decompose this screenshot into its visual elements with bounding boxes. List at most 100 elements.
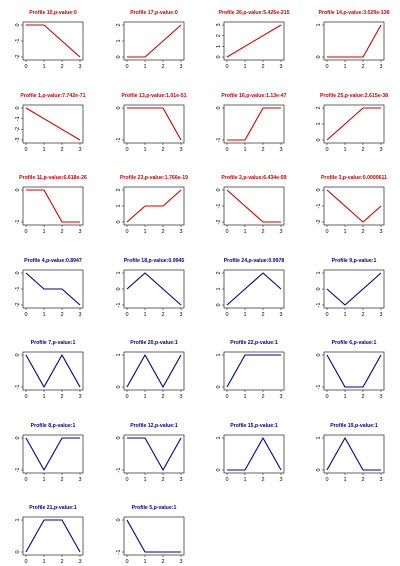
x-tick-label: 1	[343, 64, 346, 70]
panel-title: Profile 25,p-value:2.615e-38	[320, 93, 388, 99]
panel-title: Profile 15,p-value:1	[230, 423, 278, 429]
profile-line	[226, 272, 282, 306]
x-tick-label: 1	[143, 559, 146, 565]
y-tick-label: -1	[316, 303, 322, 308]
y-tick-label: 1	[116, 353, 122, 356]
profile-panel: Profile 26,p-value:5.426e-215 0 1 2 3 0 1 2 3	[216, 10, 290, 70]
panel-title: Profile 1,p-value:7.742e-71	[20, 93, 85, 99]
y-tick-label: 0	[116, 106, 122, 109]
x-tick-label: 2	[161, 64, 164, 70]
x-tick-label: 0	[225, 229, 228, 235]
x-tick-label: 2	[361, 312, 364, 318]
x-tick-label: 1	[243, 312, 246, 318]
y-tick-label: 0	[116, 55, 122, 58]
x-tick-label: 2	[361, 64, 364, 70]
x-tick-label: 1	[42, 64, 45, 70]
panel-title: Profile 19,p-value:1	[330, 423, 378, 429]
panel-title: Profile 8,p-value:1	[31, 423, 76, 429]
y-tick-label: 2	[216, 271, 222, 274]
y-tick-label: 0	[316, 468, 322, 471]
y-tick-label: 0	[116, 287, 122, 290]
x-tick-label: 2	[361, 147, 364, 153]
plot-frame	[223, 434, 285, 474]
x-tick-label: 0	[125, 229, 128, 235]
x-tick-label: 0	[225, 312, 228, 318]
plot-frame	[22, 516, 84, 556]
panel-title: Profile 6,p-value:1	[332, 340, 377, 346]
plot-frame	[323, 269, 385, 309]
x-tick-label: 3	[78, 394, 81, 400]
panel-title: Profile 14,p-value:3.029e-136	[319, 10, 390, 16]
y-tick-label: 1	[116, 204, 122, 207]
panel-title: Profile 18,p-value:0.9945	[124, 258, 185, 264]
y-tick-label: -1	[116, 550, 122, 555]
y-tick-label: 1	[316, 122, 322, 125]
profile-line	[127, 24, 182, 58]
plot-frame	[123, 269, 185, 309]
x-tick-label: 3	[78, 559, 81, 565]
profile-panel: Profile 23,p-value:1.766e-19 0 1 2 3 0 1 2	[116, 175, 188, 235]
y-tick-label: 0	[116, 220, 122, 223]
profile-panel: Profile 25,p-value:2.615e-38 0 1 2 3 0 1 2	[316, 93, 388, 153]
y-tick-label: 2	[116, 23, 122, 26]
plot-frame	[223, 351, 285, 391]
x-tick-label: 0	[125, 312, 128, 318]
x-tick-label: 0	[225, 394, 228, 400]
x-tick-label: 2	[361, 229, 364, 235]
panel-title: Profile 12,p-value:1	[130, 423, 178, 429]
profile-line	[327, 24, 382, 58]
profile-panel: Profile 3,p-value:0.0000611 0 1 2 3 0 -1 -2	[316, 175, 387, 235]
profile-panel: Profile 19,p-value:1 0 1 2 3 0 1	[316, 423, 385, 483]
x-tick-label: 2	[60, 229, 63, 235]
x-tick-label: 0	[325, 394, 328, 400]
plot-frame	[323, 351, 385, 391]
profile-line	[25, 437, 80, 471]
profile-line	[25, 272, 81, 306]
y-tick-label: 1	[216, 287, 222, 290]
x-tick-label: 3	[279, 147, 282, 153]
plot-frame	[323, 186, 385, 226]
x-tick-label: 2	[261, 147, 264, 153]
x-tick-label: 3	[279, 394, 282, 400]
x-tick-label: 0	[325, 229, 328, 235]
x-tick-label: 1	[143, 229, 146, 235]
y-tick-label: 1	[15, 518, 21, 521]
y-tick-label: 0	[316, 287, 322, 290]
plot-frame	[22, 21, 84, 61]
y-tick-label: 0	[216, 468, 222, 471]
plot-frame	[123, 351, 185, 391]
profile-line	[26, 24, 81, 58]
y-tick-label: 0	[15, 353, 21, 356]
profile-line	[126, 519, 181, 553]
plot-frame	[22, 351, 84, 391]
plot-frame	[123, 434, 185, 474]
y-tick-label: 0	[216, 106, 222, 109]
x-tick-label: 1	[343, 147, 346, 153]
y-tick-label: -1	[316, 385, 322, 390]
x-tick-label: 3	[379, 64, 382, 70]
profile-panel: Profile 20,p-value:1 0 1 2 3 0 1	[116, 340, 185, 400]
y-tick-label: -3	[15, 138, 21, 143]
plot-frame	[223, 269, 285, 309]
x-tick-label: 0	[225, 64, 228, 70]
profile-panel: Profile 2,p-value:6.434e-09 0 1 2 3 0 -1 -2	[216, 175, 287, 235]
x-tick-label: 3	[78, 229, 81, 235]
panel-title: Profile 23,p-value:1.766e-19	[120, 175, 188, 181]
profile-line	[326, 354, 382, 388]
x-tick-label: 0	[24, 64, 27, 70]
x-tick-label: 0	[125, 147, 128, 153]
profile-panel: Profile 5,p-value:10 1 2 30-1	[116, 505, 185, 565]
panel-title: Profile 21,p-value:1	[29, 505, 77, 511]
profile-line	[326, 272, 382, 306]
x-tick-label: 1	[243, 229, 246, 235]
y-tick-label: -2	[216, 220, 222, 225]
x-tick-label: 2	[361, 477, 364, 483]
profile-line	[326, 107, 381, 141]
plot-frame	[22, 434, 84, 474]
y-tick-label: 0	[216, 303, 222, 306]
profile-line	[126, 354, 182, 388]
x-tick-label: 3	[179, 559, 182, 565]
y-tick-label: 1	[316, 271, 322, 274]
x-tick-label: 1	[42, 394, 45, 400]
panel-title: Profile 5,p-value:1	[132, 505, 177, 511]
